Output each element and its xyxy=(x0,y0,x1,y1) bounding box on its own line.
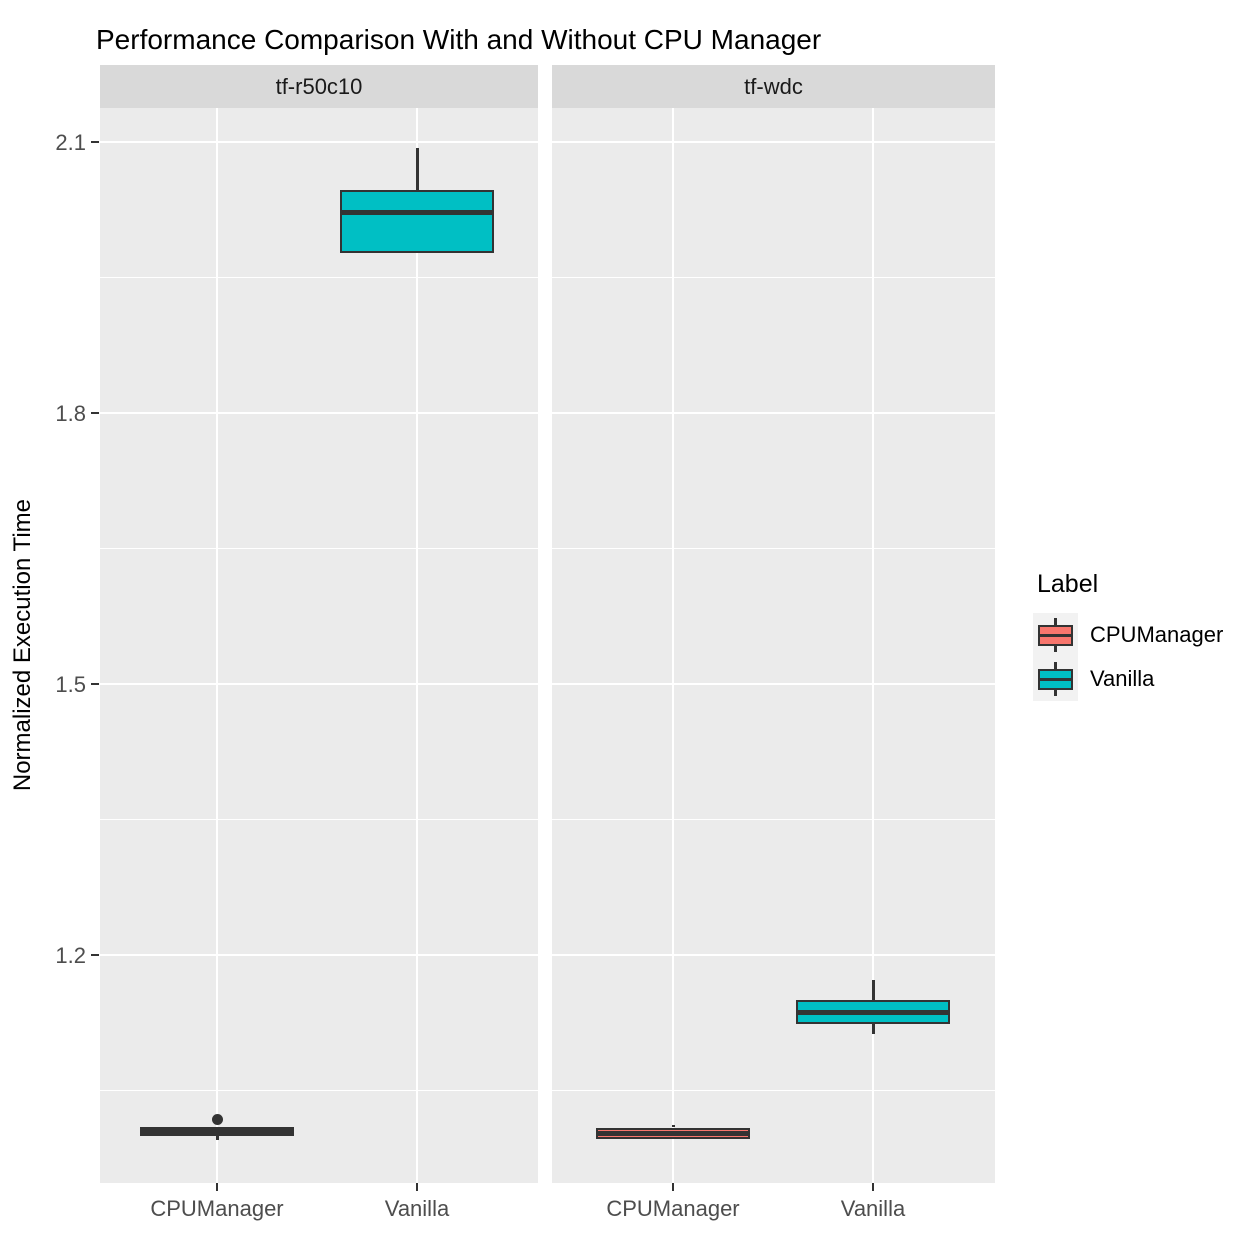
legend-key-cpumanager xyxy=(1033,613,1078,657)
x-tick-mark xyxy=(416,1183,418,1191)
gridline-major xyxy=(552,953,995,956)
boxplot-median xyxy=(340,209,494,215)
facet-panel-tf-r50c10 xyxy=(100,108,538,1183)
boxplot-glyph-median xyxy=(1038,678,1073,681)
boxplot-lower-whisker xyxy=(871,1023,875,1034)
y-tick-mark xyxy=(91,411,99,414)
boxplot-glyph-median xyxy=(1038,634,1073,637)
x-tick-label: Vanilla xyxy=(384,1196,450,1221)
legend-title: Label xyxy=(1037,570,1099,598)
gridline-major xyxy=(100,953,538,956)
gridline-major-vertical xyxy=(216,108,218,1183)
gridline-minor xyxy=(552,548,995,550)
boxplot-median xyxy=(140,1128,294,1134)
x-tick-mark xyxy=(672,1183,674,1191)
boxplot-upper-whisker xyxy=(871,980,875,1001)
boxplot-median xyxy=(596,1131,750,1137)
facet-strip-tf-r50c10: tf-r50c10 xyxy=(100,65,538,108)
boxplot-upper-whisker xyxy=(415,148,419,190)
boxplot-box xyxy=(340,189,494,254)
facet-panel-tf-wdc xyxy=(552,108,995,1183)
gridline-major xyxy=(100,682,538,685)
page-title: Performance Comparison With and Without … xyxy=(96,24,822,55)
legend: Label CPUManager Vanilla xyxy=(1030,570,1235,701)
y-tick-mark xyxy=(91,682,99,685)
outlier-point xyxy=(211,1113,223,1125)
x-tick-label: CPUManager xyxy=(606,1196,740,1221)
gridline-minor xyxy=(552,819,995,821)
gridline-major xyxy=(552,411,995,414)
gridline-minor xyxy=(100,1090,538,1092)
gridline-minor xyxy=(100,277,538,279)
x-tick-mark xyxy=(216,1183,218,1191)
y-tick-label: 2.1 xyxy=(55,130,86,155)
boxplot-median xyxy=(796,1010,950,1016)
gridline-major-vertical xyxy=(416,108,418,1183)
y-axis-title: Normalized Execution Time xyxy=(9,499,36,792)
gridline-minor xyxy=(100,548,538,550)
x-tick-label: Vanilla xyxy=(840,1196,906,1221)
x-tick-mark xyxy=(872,1183,874,1191)
legend-label-vanilla: Vanilla xyxy=(1090,666,1155,691)
gridline-minor xyxy=(100,819,538,821)
y-tick-label: 1.2 xyxy=(55,942,86,968)
legend-key-vanilla xyxy=(1033,657,1078,701)
gridline-major xyxy=(552,682,995,685)
legend-entry-vanilla: Vanilla xyxy=(1033,657,1235,701)
facet-strip-tf-wdc: tf-wdc xyxy=(552,65,995,108)
gridline-major-vertical xyxy=(872,108,874,1183)
y-tick-mark xyxy=(91,953,99,956)
gridline-major-vertical xyxy=(672,108,674,1183)
boxplot-upper-whisker xyxy=(671,1124,675,1128)
x-tick-label: CPUManager xyxy=(150,1196,284,1221)
y-tick-mark xyxy=(91,141,99,143)
y-tick-label: 1.5 xyxy=(55,671,86,697)
gridline-major xyxy=(100,141,538,143)
gridline-minor xyxy=(552,1090,995,1092)
boxplot-lower-whisker xyxy=(215,1135,219,1141)
gridline-major xyxy=(552,141,995,143)
legend-label-cpumanager: CPUManager xyxy=(1090,622,1224,647)
y-tick-label: 1.8 xyxy=(55,400,86,426)
gridline-minor xyxy=(552,277,995,279)
legend-entry-cpumanager: CPUManager xyxy=(1033,613,1235,657)
gridline-major xyxy=(100,411,538,414)
